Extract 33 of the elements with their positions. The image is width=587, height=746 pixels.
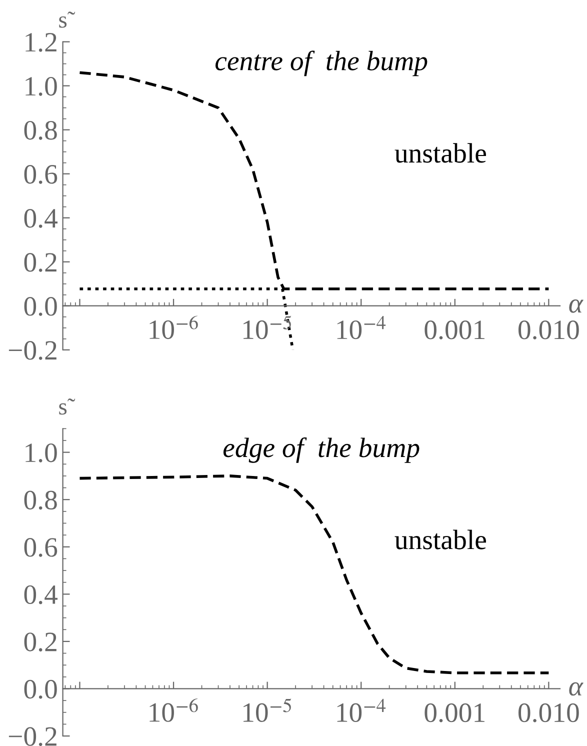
- x-tick-label: 0.010: [518, 320, 579, 340]
- y-tick-label: 0.0: [24, 297, 57, 316]
- x-tick-label: 10$^{−5}$: [244, 316, 292, 340]
- x-tick-label: 10$^{−6}$: [150, 698, 198, 722]
- x-tick-label: 10$^{−6}$: [150, 316, 198, 340]
- x-axis-title: α: [569, 299, 584, 313]
- y-tick-label: 0.2: [24, 632, 56, 652]
- annotation: edge of the bump: [223, 437, 420, 463]
- y-tick-label: 0.2: [24, 253, 56, 272]
- y-axis-title: s̃: [59, 398, 76, 415]
- y-tick-label: 0.4: [24, 585, 58, 604]
- y-tick-label: 1.0: [26, 76, 57, 96]
- y-tick-label: −0.2: [8, 727, 56, 746]
- y-tick-label: 1.0: [26, 443, 57, 462]
- x-tick-label: 0.001: [424, 703, 484, 722]
- x-axis-title: α: [569, 682, 584, 696]
- annotation: centre of the bump: [215, 50, 428, 76]
- y-tick-label: 0.6: [24, 164, 58, 184]
- y-tick-label: 0.4: [24, 208, 58, 228]
- x-tick-label: 10$^{−5}$: [244, 698, 292, 722]
- annotation: unstable: [394, 530, 486, 550]
- y-tick-label: 0.0: [24, 680, 57, 699]
- y-axis-title: s̃: [59, 12, 76, 28]
- x-tick-label: 10$^{−4}$: [337, 698, 386, 722]
- x-tick-label: 0.001: [424, 320, 484, 340]
- y-tick-label: 0.8: [24, 490, 57, 510]
- x-tick-label: 0.010: [518, 703, 579, 722]
- y-tick-label: 0.6: [24, 538, 58, 557]
- y-tick-label: 0.8: [24, 120, 57, 140]
- y-tick-label: 1.2: [26, 33, 56, 52]
- x-tick-label: 10$^{−4}$: [337, 316, 386, 340]
- y-tick-label: −0.2: [8, 341, 56, 360]
- annotation: unstable: [394, 143, 486, 163]
